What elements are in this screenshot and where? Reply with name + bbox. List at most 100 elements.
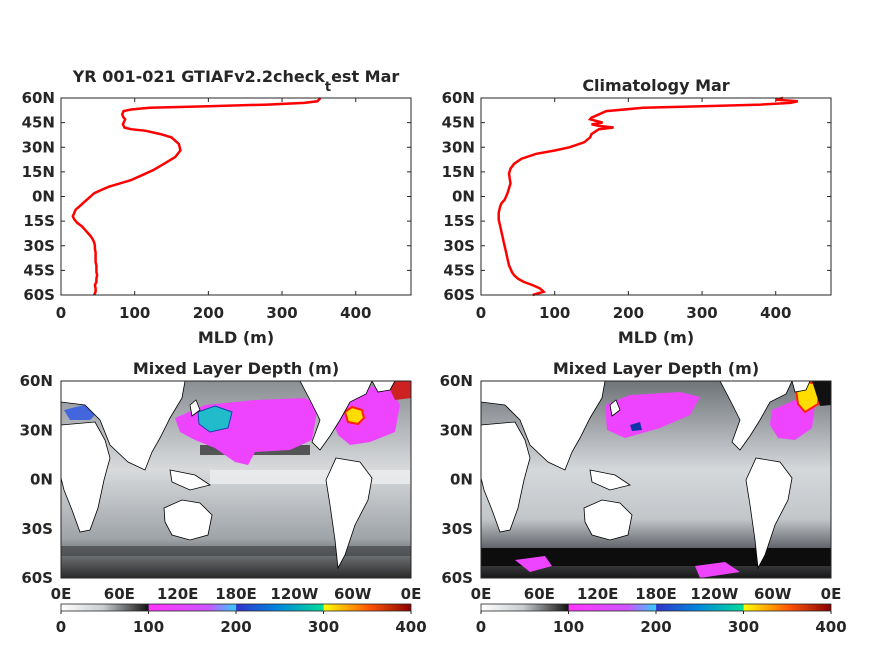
colorbar-left-ticks: 0 100 200 300 400 — [56, 611, 427, 636]
panel2-title: Climatology Mar — [582, 76, 729, 95]
map-model-land-eurasia — [61, 381, 186, 471]
colorbar-tick-label: 200 — [640, 618, 671, 636]
map-lon-label: 60W — [754, 585, 792, 603]
map-model-land-greenland — [371, 381, 396, 393]
map-lon-label: 0E — [401, 585, 422, 603]
map-model-land-indonesia — [169, 469, 211, 491]
mld-profile-line — [497, 96, 799, 297]
panel1-title: YR 001-021 GTIAFv2.2checktest Mar — [72, 67, 400, 95]
map-lon-label: 180E — [215, 585, 257, 603]
xtick-label: 400 — [340, 304, 371, 322]
mld-profile-line — [71, 97, 322, 296]
map-clim-land-south-america — [745, 457, 793, 570]
map-lat-label: 0N — [450, 471, 473, 489]
map-model-land-japan — [189, 399, 201, 417]
xtick-label: 100 — [539, 304, 570, 322]
colorbar-left: 0 100 200 300 400 — [56, 603, 427, 636]
panel2-frame — [480, 97, 832, 296]
map-clim-npac-dot — [630, 422, 642, 431]
colorbar-tick-label: 200 — [220, 618, 251, 636]
colorbar-tick-label: 300 — [728, 618, 759, 636]
map-lon-label: 60E — [524, 585, 555, 603]
xtick-label: 100 — [119, 304, 150, 322]
xtick-label: 200 — [613, 304, 644, 322]
map-model-land — [61, 381, 396, 570]
panel4-frame — [480, 380, 832, 579]
map-lon-label: 120W — [270, 585, 318, 603]
map-lon-label: 120E — [157, 585, 199, 603]
colorbar-tick-label: 100 — [553, 618, 584, 636]
ytick-label: 60S — [23, 286, 55, 304]
colorbar-right-gradient — [480, 603, 832, 612]
panel1-title-main: YR 001-021 GTIAFv2.2check — [72, 67, 326, 86]
map-clim-so-patch-1 — [515, 556, 552, 572]
profile-panel-model: YR 001-021 GTIAFv2.2checktest Mar 60N 45N… — [22, 67, 412, 347]
map-model-land-south-america — [325, 457, 373, 570]
map-lon-label: 180E — [635, 585, 677, 603]
ytick-label: 60N — [442, 89, 475, 107]
map-clim-land-japan — [609, 399, 621, 417]
ytick-label: 30S — [23, 237, 55, 255]
ytick-label: 15S — [23, 212, 55, 230]
map-lat-label: 60N — [440, 372, 473, 390]
ytick-label: 30N — [442, 138, 475, 156]
map-model-equatorial-band — [210, 470, 410, 484]
map-model-atlantic-core — [343, 405, 366, 426]
map-clim-so-patch-2 — [695, 562, 740, 578]
panel3-frame — [60, 380, 412, 579]
ytick-label: 30S — [443, 237, 475, 255]
ytick-label: 60N — [22, 89, 55, 107]
xtick-label: 400 — [760, 304, 791, 322]
map-clim-labrador-dark — [812, 381, 831, 406]
colorbar-tick-label: 0 — [476, 618, 486, 636]
map-lon-label: 120E — [577, 585, 619, 603]
panel1-title-sub: t — [325, 80, 331, 95]
ytick-label: 15N — [442, 163, 475, 181]
map-lon-label: 120W — [690, 585, 738, 603]
map-lat-label: 60N — [20, 372, 53, 390]
map-clim-npac-patch — [605, 392, 700, 438]
map-lat-label: 30S — [21, 520, 53, 538]
xtick-label: 0 — [476, 304, 486, 322]
map-clim-land-eurasia — [481, 381, 606, 471]
map-model-southern-dark-band — [61, 546, 411, 556]
map-model-land-north-america — [299, 381, 373, 451]
ytick-label: 60S — [443, 286, 475, 304]
map-lat-label: 30N — [440, 421, 473, 439]
ytick-label: 0N — [32, 188, 55, 206]
xtick-label: 0 — [56, 304, 66, 322]
panel3-title: Mixed Layer Depth (m) — [133, 359, 339, 378]
ytick-label: 45S — [443, 261, 475, 279]
colorbar-right-ticks: 0 100 200 300 400 — [476, 611, 847, 636]
map-lon-label: 0E — [821, 585, 842, 603]
colorbar-tick-label: 300 — [308, 618, 339, 636]
colorbar-tick-label: 400 — [395, 618, 426, 636]
map-model-land-africa — [61, 421, 111, 533]
map-lat-label: 60S — [441, 569, 473, 587]
colorbar-left-gradient — [60, 603, 412, 612]
map-clim-land-australia — [583, 499, 633, 541]
ytick-label: 15N — [22, 163, 55, 181]
map-clim-field — [481, 381, 831, 578]
xtick-label: 300 — [266, 304, 297, 322]
map-clim-land-north-america — [719, 381, 793, 451]
ytick-label: 45N — [442, 114, 475, 132]
map-model-land-australia — [163, 499, 213, 541]
panel1-frame — [60, 97, 412, 296]
map-model-field — [61, 381, 411, 578]
panel1-xlabel: MLD (m) — [198, 328, 274, 347]
map-clim-southern-band — [481, 548, 831, 566]
map-clim-land-indonesia — [589, 469, 631, 491]
ytick-label: 30N — [22, 138, 55, 156]
map-clim-land — [481, 381, 811, 570]
ytick-label: 15S — [443, 212, 475, 230]
map-lat-label: 30S — [441, 520, 473, 538]
map-panel-model: Mixed Layer Depth (m) 60N — [20, 359, 422, 603]
colorbar-tick-label: 400 — [815, 618, 846, 636]
